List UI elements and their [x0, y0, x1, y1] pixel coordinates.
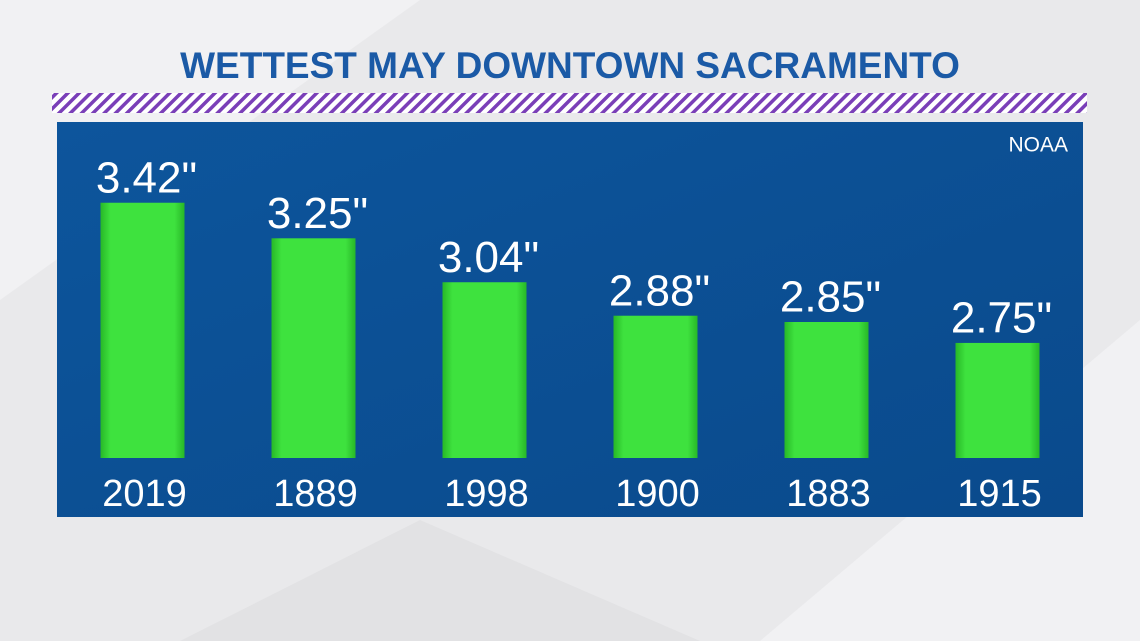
x-tick-label: 1915	[957, 473, 1042, 515]
value-label: 3.04"	[438, 233, 539, 282]
value-label: 2.75"	[951, 294, 1052, 343]
value-label: 2.85"	[780, 273, 881, 322]
bar	[613, 315, 698, 458]
bar	[442, 282, 527, 458]
x-tick-label: 1998	[444, 473, 529, 515]
value-label: 3.25"	[267, 189, 368, 238]
chart-title: WETTEST MAY DOWNTOWN SACRAMENTO	[180, 45, 960, 86]
value-label: 2.88"	[609, 266, 710, 315]
bar	[271, 238, 356, 458]
x-tick-label: 1900	[615, 473, 700, 515]
value-label: 3.42"	[96, 153, 197, 202]
bar	[784, 322, 869, 458]
plot-panel	[57, 122, 1083, 517]
x-tick-label: 2019	[102, 473, 187, 515]
x-tick-label: 1889	[273, 473, 358, 515]
bar	[955, 342, 1040, 458]
source-label: NOAA	[1008, 134, 1068, 157]
bar	[100, 202, 185, 458]
title-stripe	[52, 93, 1087, 113]
background-shape	[180, 520, 700, 641]
x-tick-label: 1883	[786, 473, 871, 515]
